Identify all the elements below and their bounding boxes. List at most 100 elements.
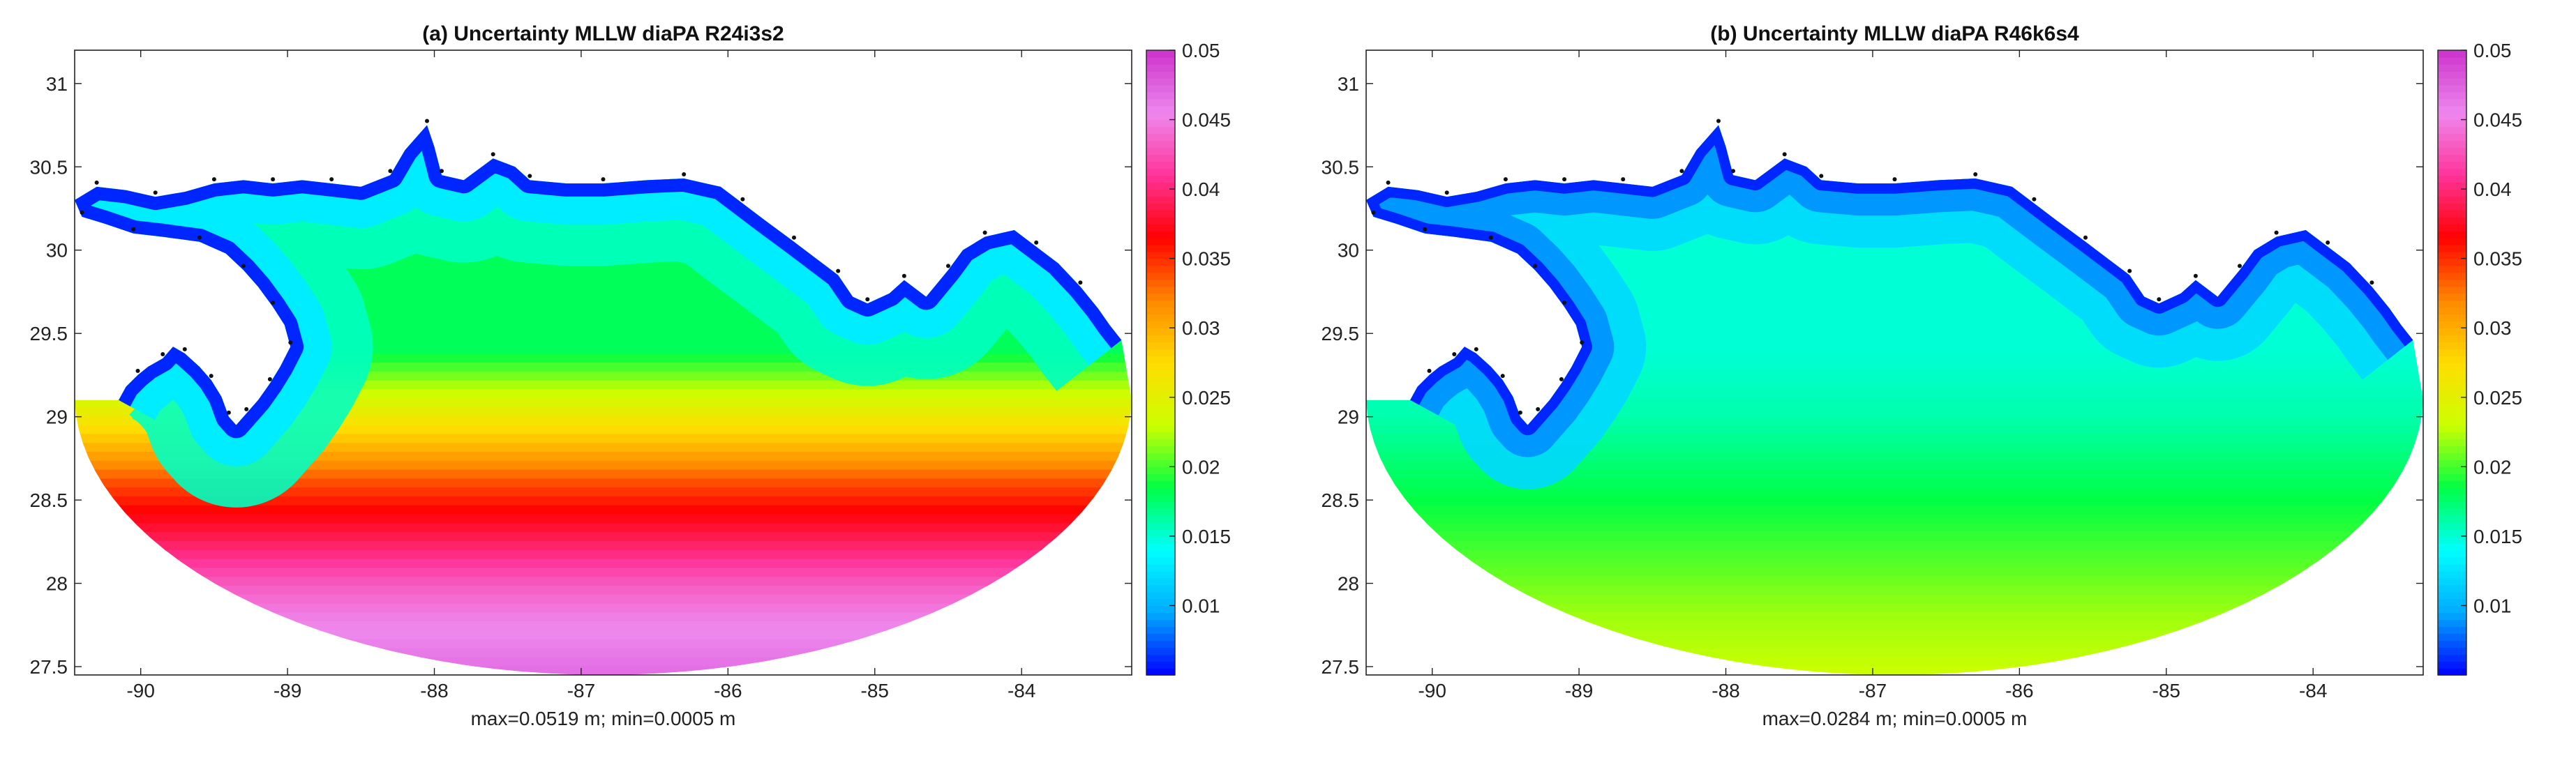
colorbar-segment — [1146, 251, 1175, 259]
field-band — [75, 434, 1132, 444]
station-dot — [329, 177, 334, 182]
colorbar-segment — [2438, 480, 2466, 488]
station-dot — [2157, 297, 2162, 302]
field-band — [1366, 478, 2423, 489]
field-band — [1366, 434, 2423, 444]
colorbar-segment — [1146, 453, 1175, 461]
colorbar-segment — [2438, 196, 2466, 204]
station-dot — [1679, 169, 1684, 174]
colorbar-segment — [2438, 640, 2466, 648]
station-dot — [1386, 180, 1391, 185]
colorbar-segment — [1146, 293, 1175, 301]
field-band — [1366, 452, 2423, 462]
colorbar-segment — [2438, 63, 2466, 72]
y-tick-label: 27.5 — [1321, 656, 1360, 678]
station-dot — [440, 169, 444, 174]
panel-a: -90 -89 -88 -87 -86 -85 -84 27.5 28 28.5 29 29.5 30 3… — [30, 22, 1231, 729]
colorbar-segment — [2438, 258, 2466, 266]
colorbar-segment — [1146, 570, 1175, 579]
colorbar-segment — [2438, 335, 2466, 342]
colorbar-segment — [2438, 439, 2466, 447]
colorbar-segment — [2438, 515, 2466, 523]
colorbar-segment — [1146, 209, 1175, 218]
field-band — [75, 621, 1132, 631]
colorbar-segment — [2438, 397, 2466, 405]
colorbar-tick-label: 0.02 — [2473, 456, 2512, 478]
colorbar-segment — [1146, 369, 1175, 377]
station-dot — [2326, 240, 2330, 245]
station-dot — [1536, 407, 1541, 411]
colorbar-segment — [2438, 293, 2466, 301]
colorbar-tick-label: 0.015 — [2473, 526, 2522, 547]
station-dot — [491, 152, 495, 157]
field-band — [1366, 523, 2423, 533]
colorbar-segment — [1146, 466, 1175, 475]
colorbar-segment — [1146, 189, 1175, 197]
colorbar-tick-label: 0.01 — [2473, 595, 2512, 616]
colorbar-segment — [1146, 556, 1175, 565]
field-band — [75, 514, 1132, 524]
colorbar-segment — [2438, 591, 2466, 600]
colorbar-segment — [2438, 349, 2466, 356]
colorbar-segment — [2438, 105, 2466, 114]
colorbar-tick-label: 0.01 — [1182, 595, 1220, 616]
colorbar-segment — [1146, 446, 1175, 454]
station-dot — [288, 340, 293, 345]
station-dot — [131, 227, 136, 231]
colorbar-segment — [2438, 369, 2466, 377]
station-dot — [1503, 177, 1508, 182]
station-dot — [2274, 230, 2279, 235]
field-band — [1366, 496, 2423, 506]
colorbar-tick-label: 0.03 — [1182, 317, 1220, 339]
field-band — [75, 460, 1132, 471]
colorbar-segment — [1146, 140, 1175, 149]
colorbar-tick-label: 0.045 — [1182, 109, 1231, 131]
station-dot — [2032, 197, 2037, 202]
station-dot — [1371, 210, 1376, 215]
station-dot — [1444, 190, 1449, 195]
chart-title: (b) Uncertainty MLLW diaPA R46k6s4 — [1710, 22, 2079, 45]
station-dot — [1034, 240, 1039, 245]
colorbar-segment — [2438, 307, 2466, 315]
colorbar-segment — [2438, 556, 2466, 565]
station-dot — [1716, 119, 1721, 123]
station-dot — [135, 368, 140, 373]
field-band — [1366, 549, 2423, 560]
colorbar-segment — [1146, 91, 1175, 100]
station-dot — [2193, 273, 2198, 278]
colorbar-segment — [2438, 98, 2466, 107]
field-band — [75, 586, 1132, 595]
y-tick-label: 30.5 — [1321, 156, 1360, 178]
colorbar-segment — [1146, 321, 1175, 329]
colorbar-segment — [2438, 432, 2466, 440]
colorbar-segment — [2438, 376, 2466, 384]
field-band — [1366, 407, 2423, 417]
colorbar-segment — [1146, 563, 1175, 572]
y-tick-label: 30.5 — [30, 156, 68, 178]
colorbar-segment — [2438, 577, 2466, 586]
colorbar-segment — [1146, 286, 1175, 294]
field-band — [75, 505, 1132, 515]
x-axis-label: max=0.0284 m; min=0.0005 m — [1762, 708, 2028, 729]
y-tick-label: 28 — [1338, 573, 1359, 595]
colorbar-segment — [2438, 140, 2466, 149]
colorbar-segment — [2438, 147, 2466, 155]
colorbar-segment — [2438, 119, 2466, 128]
colorbar-segment — [2438, 584, 2466, 593]
colorbar-frame — [1146, 50, 1176, 676]
colorbar-segment — [2438, 633, 2466, 641]
x-tick-label: -88 — [420, 680, 448, 701]
station-dot — [1782, 152, 1787, 157]
colorbar-segment — [2438, 328, 2466, 335]
x-tick-label: -87 — [1859, 680, 1887, 701]
field-band — [1366, 541, 2423, 551]
station-dot — [527, 174, 532, 179]
colorbar-segment — [1146, 300, 1175, 308]
colorbar-segment — [2438, 647, 2466, 655]
colorbar-segment — [2438, 612, 2466, 621]
x-tick-label: -84 — [1008, 680, 1035, 701]
colorbar-segment — [2438, 619, 2466, 628]
colorbar-segment — [1146, 182, 1175, 190]
colorbar-segment — [1146, 390, 1175, 398]
